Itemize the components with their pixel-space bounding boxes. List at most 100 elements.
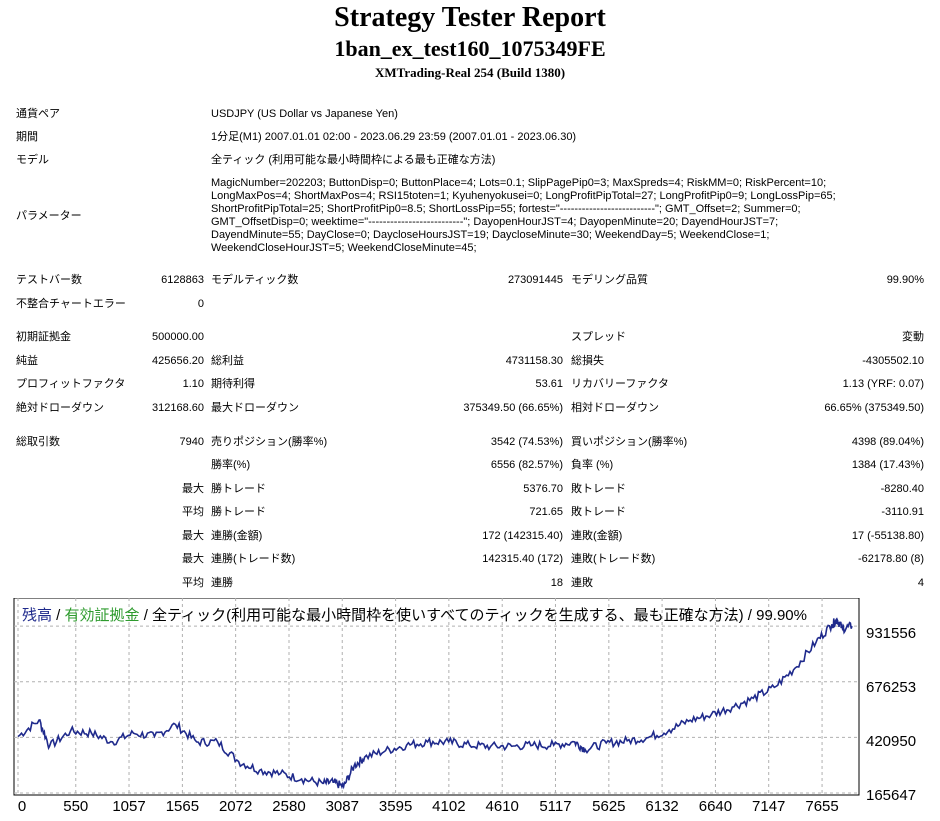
loss-rate-value: 1384 (17.43%) xyxy=(851,459,924,471)
net-profit-value: 425656.20 xyxy=(152,355,204,367)
test-bars-label: テストバー数 xyxy=(16,274,82,286)
max-win-value: 5376.70 xyxy=(523,483,563,495)
x-tick-label: 7147 xyxy=(752,798,786,815)
test-bars-value: 6128863 xyxy=(161,274,204,286)
consec-win-count-value: 142315.40 (172) xyxy=(482,553,563,565)
gross-profit-label: 総利益 xyxy=(211,355,244,367)
report-title: Strategy Tester Report xyxy=(334,2,606,33)
gross-loss-value: -4305502.10 xyxy=(862,355,924,367)
gross-profit-value: 4731158.30 xyxy=(505,355,563,367)
loss-trade-label: 敗トレード xyxy=(571,483,626,495)
mismatch-label: 不整合チャートエラー xyxy=(16,298,126,310)
win-trade-label: 勝トレード xyxy=(211,483,266,495)
x-tick-label: 6132 xyxy=(645,798,679,815)
loss-trade-label: 敗トレード xyxy=(571,506,626,518)
consec-loss-count-value: -62178.80 (8) xyxy=(857,553,924,565)
x-tick-label: 2580 xyxy=(272,798,306,815)
balance-chart xyxy=(13,598,860,796)
net-profit-label: 純益 xyxy=(16,355,38,367)
short-positions-label: 売りポジション(勝率%) xyxy=(211,436,328,448)
expected-payoff-value: 53.61 xyxy=(535,378,563,390)
consec-win-money-label: 連勝(金額) xyxy=(211,530,263,542)
x-tick-label: 6640 xyxy=(698,798,733,815)
parameter-line: ShortProfitPipTotal=25; ShortProfitPip0=… xyxy=(211,203,801,215)
quality-value: 99.90% xyxy=(886,274,924,286)
max-label: 最大 xyxy=(182,530,204,542)
info-label: モデル xyxy=(16,154,49,166)
deposit-value: 500000.00 xyxy=(152,331,204,343)
max-label: 最大 xyxy=(182,483,204,495)
rel-drawdown-value: 66.65% (375349.50) xyxy=(824,402,924,414)
win-rate-label: 勝率(%) xyxy=(211,459,251,471)
info-value: 1分足(M1) 2007.01.01 02:00 - 2023.06.29 23… xyxy=(211,131,577,143)
x-tick-label: 2072 xyxy=(218,798,253,815)
total-trades-label: 総取引数 xyxy=(16,436,60,448)
deposit-label: 初期証拠金 xyxy=(16,331,71,343)
legend-equity: 有効証拠金 xyxy=(64,607,140,624)
parameter-line: GMT_OffsetDisp=0; weektime="------------… xyxy=(211,216,779,228)
info-label: 通貨ペア xyxy=(16,108,60,120)
avg-consec-loss-value: 4 xyxy=(917,577,924,589)
spread-value: 変動 xyxy=(902,331,924,343)
x-tick-label: 0 xyxy=(17,798,27,815)
mismatch-value: 0 xyxy=(197,298,204,310)
abs-drawdown-value: 312168.60 xyxy=(152,402,204,414)
avg-win-value: 721.65 xyxy=(529,506,563,518)
max-drawdown-value: 375349.50 (66.65%) xyxy=(463,402,563,414)
win-rate-value: 6556 (82.57%) xyxy=(490,459,563,471)
info-value: USDJPY (US Dollar vs Japanese Yen) xyxy=(211,108,398,120)
avg-consec-win-label: 連勝 xyxy=(211,577,233,589)
short-positions-value: 3542 (74.53%) xyxy=(490,436,563,448)
chart-legend: 残高 / 有効証拠金 / 全ティック(利用可能な最小時間枠を使いすべてのティック… xyxy=(22,604,807,625)
long-positions-label: 買いポジション(勝率%) xyxy=(571,436,688,448)
consec-loss-count-label: 連敗(トレード数) xyxy=(571,553,656,565)
parameters-label: パラメーター xyxy=(16,210,82,222)
x-tick-label: 3595 xyxy=(378,798,413,815)
avg-consec-loss-label: 連敗 xyxy=(571,577,593,589)
avg-label: 平均 xyxy=(182,577,204,589)
recovery-factor-value: 1.13 (YRF: 0.07) xyxy=(842,378,924,390)
y-tick-label: 165647 xyxy=(866,787,917,804)
profit-factor-value: 1.10 xyxy=(182,378,204,390)
legend-balance: 残高 xyxy=(22,607,53,624)
loss-rate-label: 負率 (%) xyxy=(571,459,614,471)
x-tick-label: 4610 xyxy=(485,798,519,815)
avg-consec-win-value: 18 xyxy=(550,577,563,589)
avg-loss-value: -3110.91 xyxy=(881,506,924,518)
profit-factor-label: プロフィットファクタ xyxy=(16,378,126,390)
info-value: 全ティック (利用可能な最小時間枠による最も正確な方法) xyxy=(211,154,496,166)
gross-loss-label: 総損失 xyxy=(571,355,604,367)
consec-win-count-label: 連勝(トレード数) xyxy=(211,553,296,565)
y-tick-label: 676253 xyxy=(866,679,917,696)
win-trade-label: 勝トレード xyxy=(211,506,266,518)
x-tick-label: 5625 xyxy=(592,798,626,815)
parameter-line: WeekendCloseHourJST=5; WeekendCloseMinut… xyxy=(211,242,477,254)
x-tick-label: 3087 xyxy=(325,798,359,815)
info-label: 期間 xyxy=(16,131,38,143)
x-tick-label: 7655 xyxy=(805,798,839,815)
total-trades-value: 7940 xyxy=(179,436,204,448)
max-loss-value: -8280.40 xyxy=(880,483,924,495)
y-tick-label: 931556 xyxy=(866,625,917,642)
legend-model: / 全ティック(利用可能な最小時間枠を使いすべてのティックを生成する、最も正確な… xyxy=(139,607,807,624)
parameter-line: MagicNumber=202203; ButtonDisp=0; Button… xyxy=(211,177,827,189)
consec-loss-money-value: 17 (-55138.80) xyxy=(851,530,924,542)
ticks-label: モデルティック数 xyxy=(211,274,299,286)
parameter-line: DayendMinute=55; DayClose=0; DaycloseHou… xyxy=(211,229,770,241)
consec-win-money-value: 172 (142315.40) xyxy=(482,530,563,542)
abs-drawdown-label: 絶対ドローダウン xyxy=(16,402,104,414)
rel-drawdown-label: 相対ドローダウン xyxy=(571,402,659,414)
max-drawdown-label: 最大ドローダウン xyxy=(211,402,299,414)
recovery-factor-label: リカバリーファクタ xyxy=(571,378,669,390)
consec-loss-money-label: 連敗(金額) xyxy=(571,530,623,542)
long-positions-value: 4398 (89.04%) xyxy=(851,436,924,448)
parameters-value: MagicNumber=202203; ButtonDisp=0; Button… xyxy=(211,177,911,255)
ticks-value: 273091445 xyxy=(507,274,563,286)
max-label: 最大 xyxy=(182,553,204,565)
server-build: XMTrading-Real 254 (Build 1380) xyxy=(374,65,566,80)
x-tick-label: 1565 xyxy=(165,798,200,815)
parameter-line: LongMaxPos=4; ShortMaxPos=4; RSI15toten=… xyxy=(211,190,836,202)
chart-frame xyxy=(13,598,860,796)
avg-label: 平均 xyxy=(182,506,204,518)
spread-label: スプレッド xyxy=(571,331,626,343)
